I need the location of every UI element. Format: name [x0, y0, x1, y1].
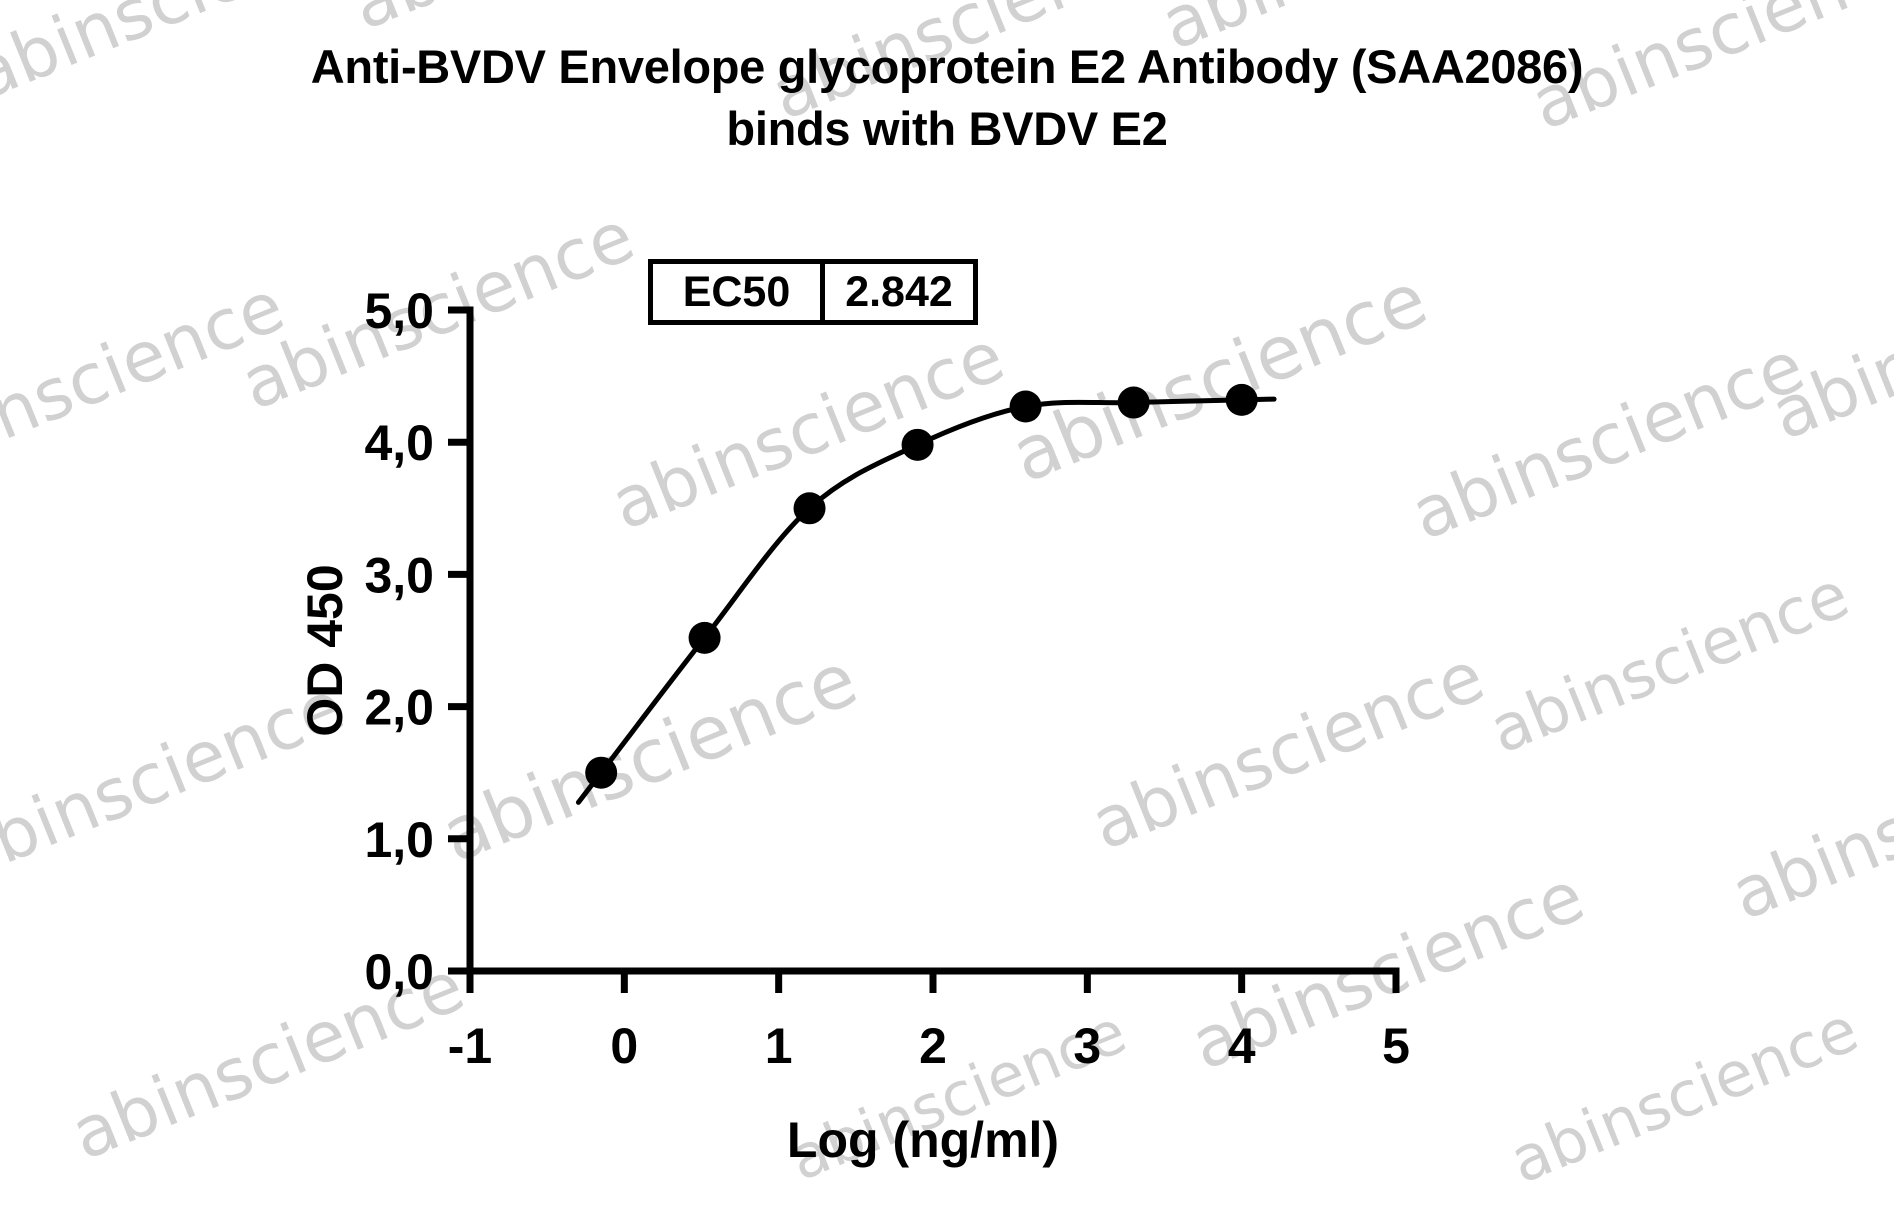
axis-titles-group: Log (ng/ml) OD 450 — [297, 564, 1059, 1168]
axis-ticks-group — [448, 306, 1400, 993]
data-points-group — [585, 383, 1258, 789]
y-axis-tick-label: 4,0 — [364, 415, 434, 471]
y-axis-tick-label: 2,0 — [364, 680, 434, 736]
y-axis-tick-label: 3,0 — [364, 547, 434, 603]
ec50-table: EC50 2.842 — [648, 259, 978, 325]
data-point — [901, 428, 934, 461]
fit-curve — [575, 396, 1277, 805]
x-axis-tick-label: -1 — [448, 1018, 492, 1074]
chart-title-line-1: Anti-BVDV Envelope glycoprotein E2 Antib… — [310, 40, 1584, 93]
x-axis-tick-label: 2 — [919, 1018, 947, 1074]
data-point — [1225, 383, 1258, 416]
y-axis-tick-label: 1,0 — [364, 812, 434, 868]
x-axis-tick-label: 4 — [1228, 1018, 1256, 1074]
data-point — [585, 756, 618, 789]
y-axis-tick-label: 0,0 — [364, 944, 434, 1000]
axis-tick-labels-group: 0,0 1,0 2,0 3,0 4,0 5,0 -1 0 1 2 3 4 5 — [364, 283, 1409, 1074]
axes-group — [466, 306, 1400, 975]
data-point — [793, 492, 826, 525]
chart-title-line-2: binds with BVDV E2 — [726, 102, 1168, 155]
fit-curve-path — [575, 396, 1277, 805]
x-axis-tick-label: 0 — [610, 1018, 638, 1074]
y-axis-title: OD 450 — [297, 564, 353, 736]
x-axis-tick-label: 1 — [765, 1018, 793, 1074]
data-point — [1009, 390, 1042, 423]
data-point — [688, 621, 721, 654]
chart-title: Anti-BVDV Envelope glycoprotein E2 Antib… — [0, 36, 1894, 160]
ec50-value-cell: 2.842 — [845, 267, 953, 316]
y-axis-tick-label: 5,0 — [364, 283, 434, 339]
x-axis-tick-label: 5 — [1382, 1018, 1410, 1074]
x-axis-title: Log (ng/ml) — [787, 1112, 1059, 1168]
data-point — [1117, 386, 1150, 419]
ec50-label-cell: EC50 — [653, 264, 825, 320]
x-axis-tick-label: 3 — [1073, 1018, 1101, 1074]
